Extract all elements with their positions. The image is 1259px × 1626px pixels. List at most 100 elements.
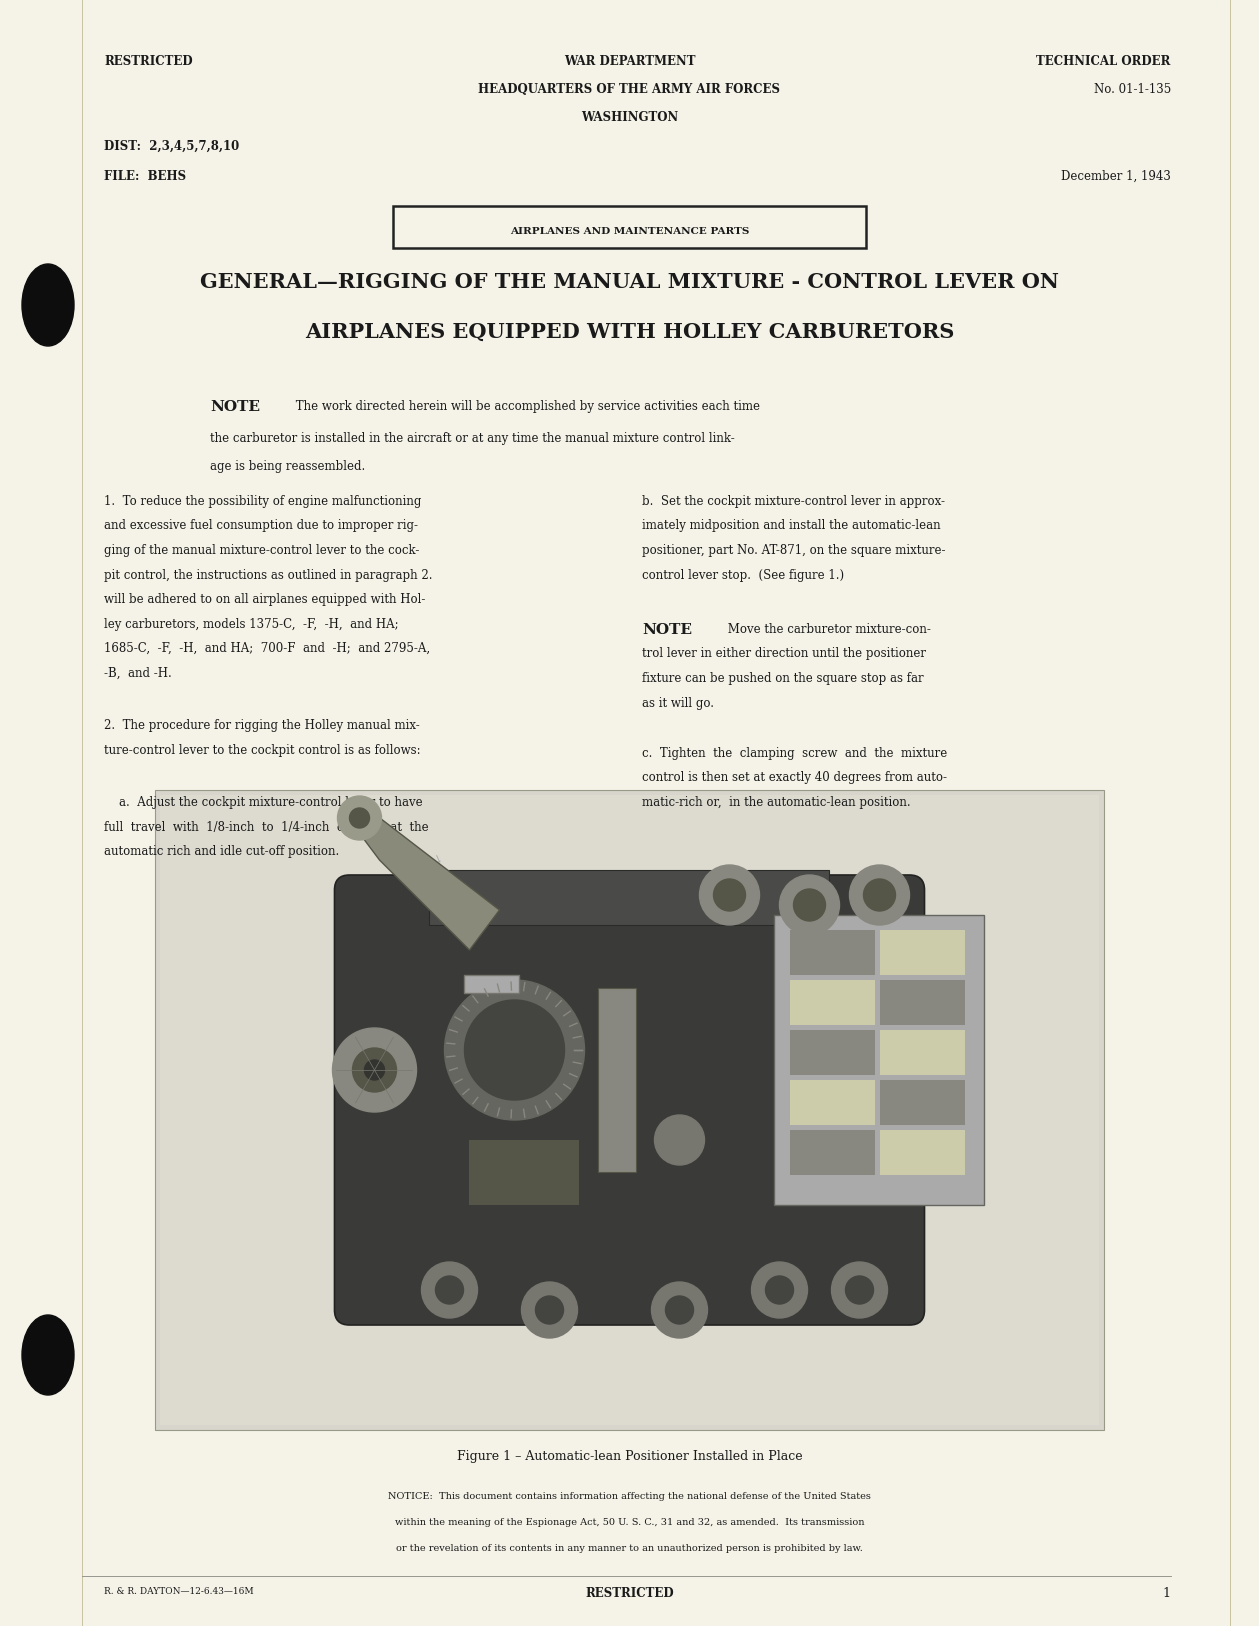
Text: 2.  The procedure for rigging the Holley manual mix-: 2. The procedure for rigging the Holley … bbox=[104, 719, 421, 732]
Circle shape bbox=[850, 865, 909, 925]
Text: 1.  To reduce the possibility of engine malfunctioning: 1. To reduce the possibility of engine m… bbox=[104, 494, 422, 507]
Circle shape bbox=[422, 1262, 477, 1319]
Ellipse shape bbox=[21, 263, 74, 346]
Polygon shape bbox=[350, 810, 500, 950]
Text: fixture can be pushed on the square stop as far: fixture can be pushed on the square stop… bbox=[642, 672, 924, 685]
Text: imately midposition and install the automatic-lean: imately midposition and install the auto… bbox=[642, 519, 940, 532]
Text: b.  Set the cockpit mixture-control lever in approx-: b. Set the cockpit mixture-control lever… bbox=[642, 494, 946, 507]
Text: WASHINGTON: WASHINGTON bbox=[580, 111, 679, 124]
Text: RICH: RICH bbox=[384, 885, 405, 917]
Text: 1: 1 bbox=[1163, 1587, 1171, 1600]
Text: HOLLEY: HOLLEY bbox=[507, 1154, 541, 1163]
Bar bbox=[789, 1130, 875, 1176]
Text: R. & R. DAYTON—12-6.43—16M: R. & R. DAYTON—12-6.43—16M bbox=[104, 1587, 254, 1597]
Text: The work directed herein will be accomplished by service activities each time: The work directed herein will be accompl… bbox=[292, 400, 760, 413]
Circle shape bbox=[436, 1276, 463, 1304]
Text: positioner, part No. AT-871, on the square mixture-: positioner, part No. AT-871, on the squa… bbox=[642, 545, 946, 558]
Text: NOTICE:  This document contains information affecting the national defense of th: NOTICE: This document contains informati… bbox=[388, 1493, 871, 1501]
Bar bbox=[880, 1130, 964, 1176]
Circle shape bbox=[521, 1281, 578, 1338]
Text: full  travel  with  1/8-inch  to  1/4-inch  cushion  at  the: full travel with 1/8-inch to 1/4-inch cu… bbox=[104, 821, 429, 834]
Circle shape bbox=[779, 875, 840, 935]
Text: FILE:  BEHS: FILE: BEHS bbox=[104, 171, 186, 184]
Circle shape bbox=[535, 1296, 564, 1324]
Circle shape bbox=[465, 1000, 564, 1101]
Text: Figure 1 – Automatic-lean Positioner Installed in Place: Figure 1 – Automatic-lean Positioner Ins… bbox=[457, 1450, 802, 1463]
Circle shape bbox=[793, 889, 826, 920]
Text: Holley Automotive: Holley Automotive bbox=[851, 945, 909, 950]
Text: CARB. CO.: CARB. CO. bbox=[504, 1172, 545, 1180]
Text: ECONOMY: ECONOMY bbox=[799, 1085, 831, 1089]
Ellipse shape bbox=[21, 1315, 74, 1395]
Text: Move the carburetor mixture-con-: Move the carburetor mixture-con- bbox=[724, 623, 930, 636]
Text: -B,  and -H.: -B, and -H. bbox=[104, 667, 172, 680]
Text: A. L.: A. L. bbox=[505, 1024, 524, 1033]
Bar bbox=[789, 1029, 875, 1075]
Bar bbox=[465, 976, 520, 993]
Text: or the revelation of its contents in any manner to an unauthorized person is pro: or the revelation of its contents in any… bbox=[397, 1545, 862, 1553]
FancyBboxPatch shape bbox=[774, 915, 985, 1205]
Text: c.  Tighten  the  clamping  screw  and  the  mixture: c. Tighten the clamping screw and the mi… bbox=[642, 746, 947, 759]
Text: 1685-C,  -F,  -H,  and HA;  700-F  and  -H;  and 2795-A,: 1685-C, -F, -H, and HA; 700-F and -H; an… bbox=[104, 642, 431, 655]
Circle shape bbox=[353, 1049, 397, 1093]
Text: trol lever in either direction until the positioner: trol lever in either direction until the… bbox=[642, 647, 927, 660]
Text: the carburetor is installed in the aircraft or at any time the manual mixture co: the carburetor is installed in the aircr… bbox=[210, 433, 735, 446]
Bar bbox=[880, 930, 964, 976]
Circle shape bbox=[651, 1281, 708, 1338]
Text: will be adhered to on all airplanes equipped with Hol-: will be adhered to on all airplanes equi… bbox=[104, 593, 426, 606]
Circle shape bbox=[714, 880, 745, 911]
Text: No. 01-1-135: No. 01-1-135 bbox=[1094, 83, 1171, 96]
Circle shape bbox=[752, 1262, 807, 1319]
Text: ture-control lever to the cockpit control is as follows:: ture-control lever to the cockpit contro… bbox=[104, 743, 421, 756]
FancyBboxPatch shape bbox=[598, 989, 637, 1172]
Bar bbox=[789, 1080, 875, 1125]
Text: control lever stop.  (See figure 1.): control lever stop. (See figure 1.) bbox=[642, 569, 845, 582]
Text: GENERAL: GENERAL bbox=[799, 1135, 828, 1140]
Circle shape bbox=[765, 1276, 793, 1304]
Text: December 1, 1943: December 1, 1943 bbox=[1061, 171, 1171, 184]
Text: control is then set at exactly 40 degrees from auto-: control is then set at exactly 40 degree… bbox=[642, 771, 947, 784]
Text: SETTINGS: SETTINGS bbox=[799, 985, 830, 990]
Text: ley carburetors, models 1375-C,  -F,  -H,  and HA;: ley carburetors, models 1375-C, -F, -H, … bbox=[104, 618, 399, 631]
Text: AIRPLANES EQUIPPED WITH HOLLEY CARBURETORS: AIRPLANES EQUIPPED WITH HOLLEY CARBURETO… bbox=[305, 322, 954, 341]
Circle shape bbox=[666, 1296, 694, 1324]
Circle shape bbox=[864, 880, 895, 911]
Circle shape bbox=[846, 1276, 874, 1304]
Circle shape bbox=[332, 1028, 417, 1112]
Circle shape bbox=[655, 1115, 705, 1164]
Bar bbox=[880, 1080, 964, 1125]
Circle shape bbox=[700, 865, 759, 925]
Text: AIRPLANES AND MAINTENANCE PARTS: AIRPLANES AND MAINTENANCE PARTS bbox=[510, 228, 749, 236]
Text: a.  Adjust the cockpit mixture-control lever to have: a. Adjust the cockpit mixture-control le… bbox=[104, 797, 423, 810]
FancyBboxPatch shape bbox=[335, 875, 924, 1325]
Bar bbox=[155, 790, 1104, 1429]
Circle shape bbox=[365, 1060, 384, 1080]
Bar bbox=[429, 870, 830, 925]
Text: A.T. 871: A.T. 871 bbox=[612, 1085, 619, 1119]
Text: automatic rich and idle cut-off position.: automatic rich and idle cut-off position… bbox=[104, 846, 340, 859]
Text: as it will go.: as it will go. bbox=[642, 696, 714, 709]
Circle shape bbox=[350, 808, 369, 828]
Bar bbox=[880, 980, 964, 1024]
FancyBboxPatch shape bbox=[393, 207, 866, 249]
Text: GENERAL—RIGGING OF THE MANUAL MIXTURE - CONTROL LEVER ON: GENERAL—RIGGING OF THE MANUAL MIXTURE - … bbox=[200, 272, 1059, 293]
Text: age is being reassembled.: age is being reassembled. bbox=[210, 460, 365, 473]
Text: pit control, the instructions as outlined in paragraph 2.: pit control, the instructions as outline… bbox=[104, 569, 433, 582]
Circle shape bbox=[444, 980, 584, 1120]
Text: DIST:  2,3,4,5,7,8,10: DIST: 2,3,4,5,7,8,10 bbox=[104, 140, 239, 153]
Text: RESTRICTED: RESTRICTED bbox=[585, 1587, 674, 1600]
Text: ging of the manual mixture-control lever to the cock-: ging of the manual mixture-control lever… bbox=[104, 545, 419, 558]
Text: TECHNICAL ORDER: TECHNICAL ORDER bbox=[1036, 55, 1171, 68]
Text: matic-rich or,  in the automatic-lean position.: matic-rich or, in the automatic-lean pos… bbox=[642, 795, 910, 808]
Text: NOTE: NOTE bbox=[642, 623, 692, 637]
Text: BASEMAN: BASEMAN bbox=[799, 1036, 830, 1041]
Text: and excessive fuel consumption due to improper rig-: and excessive fuel consumption due to im… bbox=[104, 519, 418, 532]
Text: WAR DEPARTMENT: WAR DEPARTMENT bbox=[564, 55, 695, 68]
Circle shape bbox=[337, 797, 381, 841]
Text: HOLLEY CARB. CO., U.S.A.: HOLLEY CARB. CO., U.S.A. bbox=[846, 1171, 913, 1176]
Text: RESTRICTED: RESTRICTED bbox=[104, 55, 193, 68]
Bar bbox=[789, 930, 875, 976]
Text: POSITION: POSITION bbox=[492, 1047, 536, 1055]
Bar bbox=[160, 795, 1099, 1424]
Bar bbox=[789, 980, 875, 1024]
